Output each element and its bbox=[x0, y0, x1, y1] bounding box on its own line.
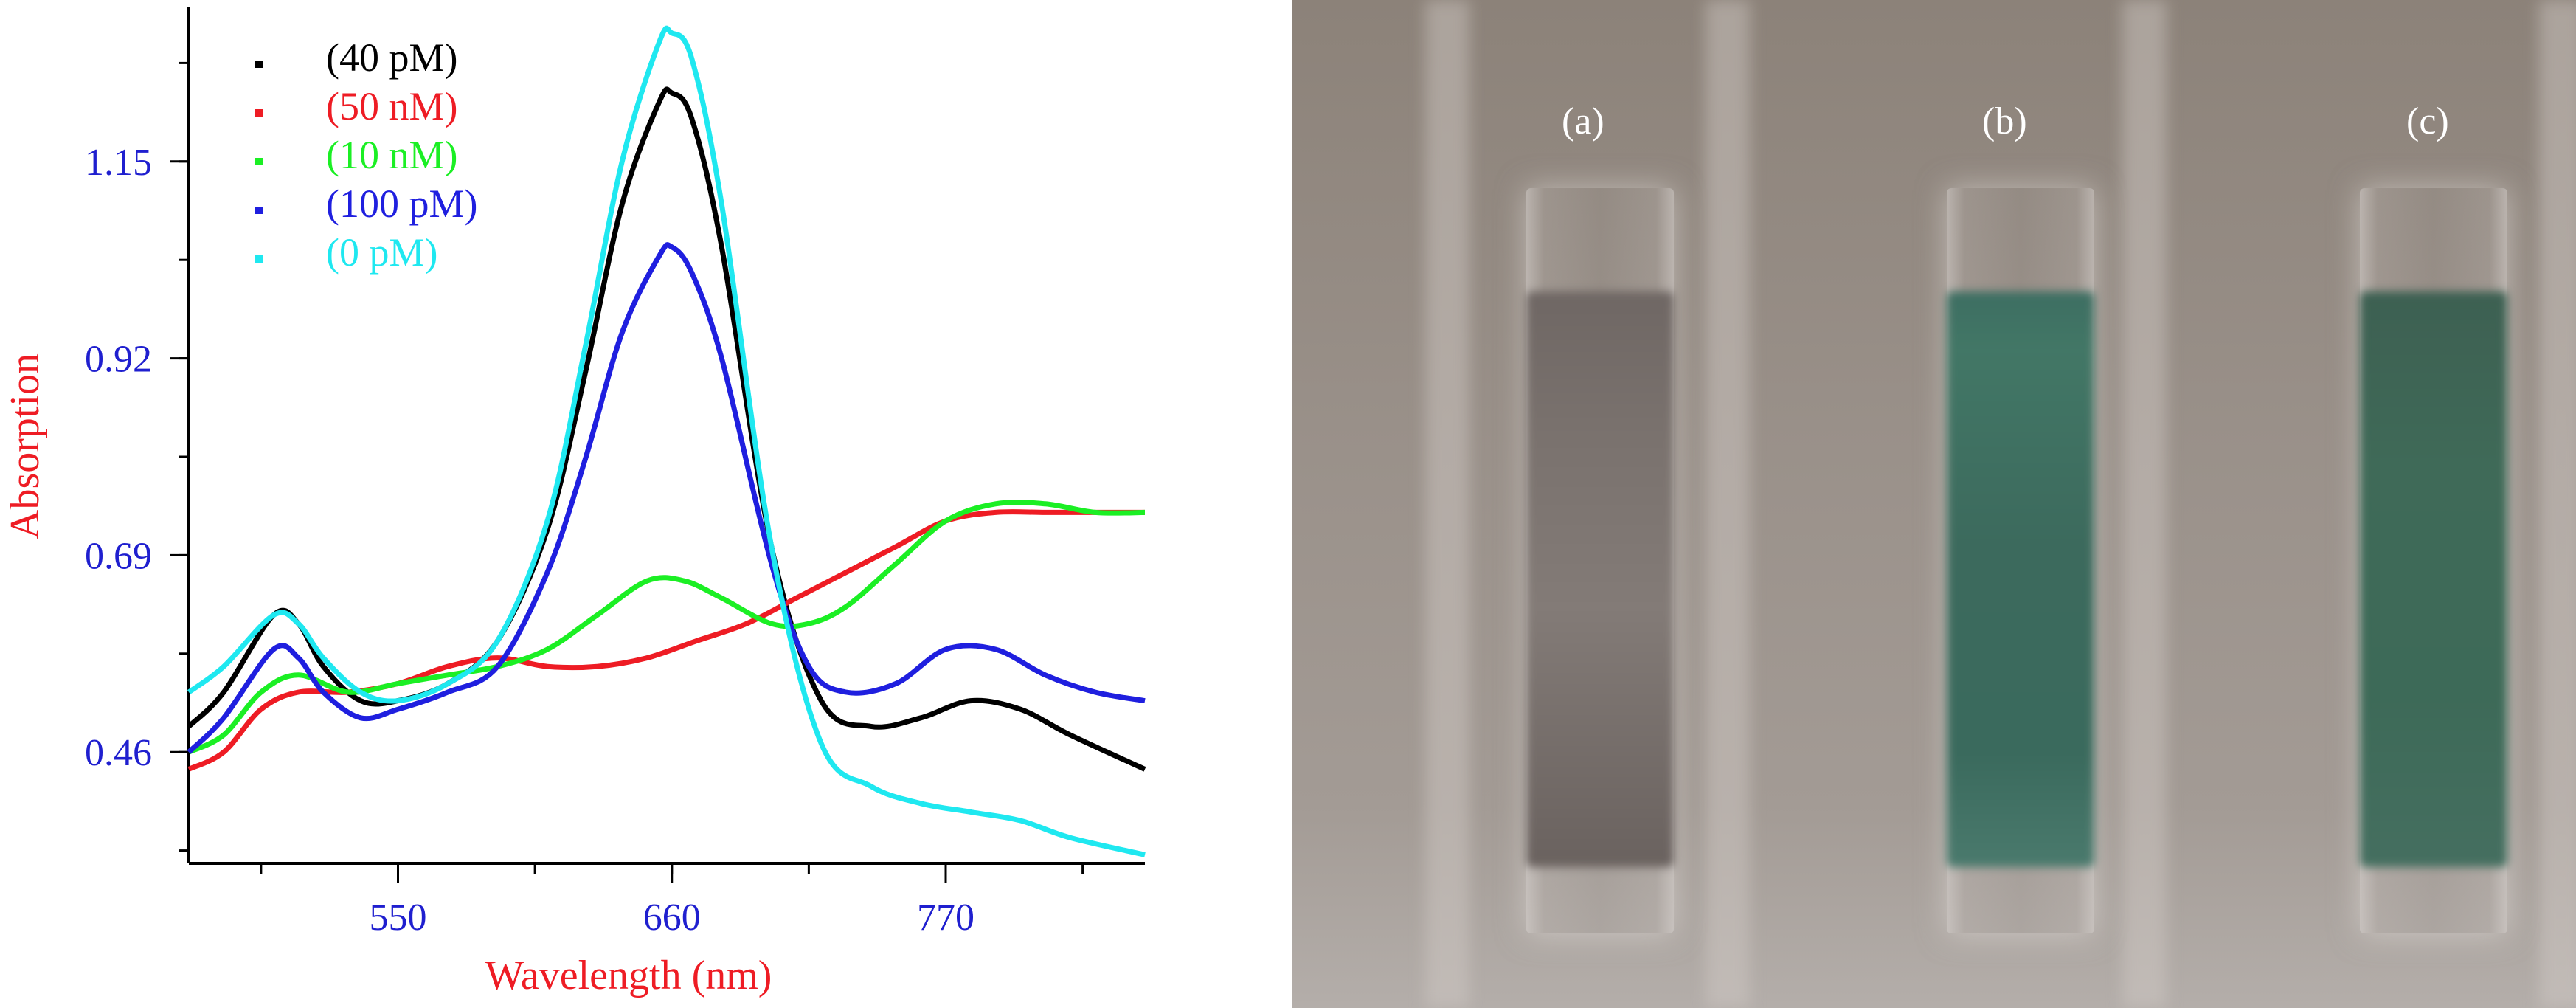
cuvette-a-solution bbox=[1526, 291, 1674, 867]
glass-reflection bbox=[1706, 0, 1750, 1008]
series-layer bbox=[187, 25, 1146, 857]
legend-marker bbox=[255, 158, 263, 165]
cuvette-label-b: (b) bbox=[1982, 100, 2027, 142]
legend-marker bbox=[255, 109, 263, 117]
x-axis-label: Wavelength (nm) bbox=[485, 953, 772, 998]
legend-label: (0 pM) bbox=[326, 230, 437, 275]
absorption-chart-panel: 550 660 770 0.46 0.69 0.92 1.15 (40 pM) (50 nM)… bbox=[2, 7, 1146, 998]
x-tick-label: 550 bbox=[370, 897, 427, 939]
legend-label: (40 pM) bbox=[326, 35, 457, 80]
series-line-3 bbox=[187, 242, 1146, 754]
axes-layer: 550 660 770 0.46 0.69 0.92 1.15 bbox=[85, 7, 1145, 939]
legend-label: (100 pM) bbox=[326, 182, 477, 226]
series-line-4 bbox=[187, 25, 1146, 857]
legend-label: (50 nM) bbox=[326, 84, 457, 128]
glass-reflection bbox=[2539, 0, 2576, 1008]
cuvette-b-solution bbox=[1947, 291, 2094, 867]
y-tick-label: 1.15 bbox=[85, 142, 152, 184]
series-line-0 bbox=[187, 86, 1146, 772]
series-line-1 bbox=[187, 509, 1145, 772]
y-tick-label: 0.92 bbox=[85, 339, 152, 381]
cuvette-c-solution bbox=[2360, 291, 2507, 867]
legend-label: (10 nM) bbox=[326, 133, 457, 177]
legend: (40 pM)(50 nM) (10 nM) (100 pM)(0 pM) bbox=[255, 35, 477, 275]
y-tick-label: 0.69 bbox=[85, 535, 152, 577]
series-line-2 bbox=[187, 500, 1146, 755]
cuvette-photo: (a) (b) (c) bbox=[1292, 0, 2576, 1008]
y-axis-label: Absorption bbox=[2, 353, 48, 539]
x-tick-label: 660 bbox=[643, 897, 701, 939]
legend-marker bbox=[255, 61, 263, 68]
y-tick-label: 0.46 bbox=[85, 732, 152, 774]
glass-reflection bbox=[2122, 0, 2167, 1008]
x-tick-label: 770 bbox=[917, 897, 974, 939]
legend-marker bbox=[255, 255, 263, 263]
legend-marker bbox=[255, 207, 263, 214]
glass-reflection bbox=[1425, 0, 1469, 1008]
absorption-chart: 550 660 770 0.46 0.69 0.92 1.15 (40 pM)(50 nM)… bbox=[2, 7, 1146, 998]
cuvette-label-a: (a) bbox=[1562, 100, 1604, 142]
cuvette-label-c: (c) bbox=[2406, 100, 2449, 142]
